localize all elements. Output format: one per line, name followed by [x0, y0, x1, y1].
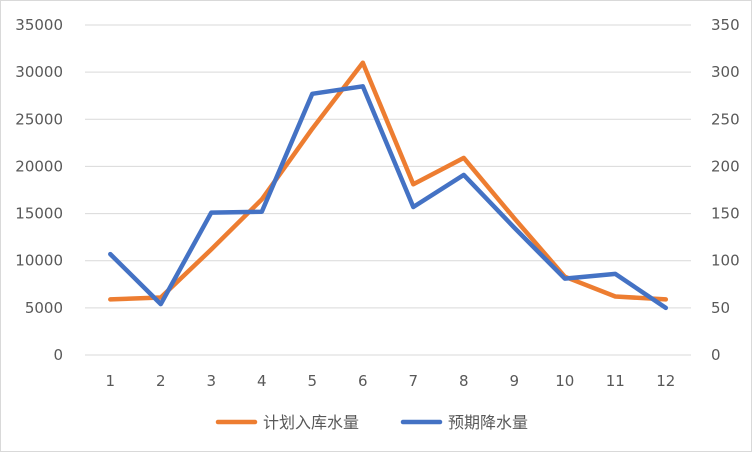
right-tick-label: 50: [711, 299, 730, 317]
x-tick-label: 12: [656, 372, 675, 390]
left-axis-ticks: 0 5000 10000 15000 20000 25000 30000 35000: [15, 16, 63, 364]
x-tick-label: 3: [206, 372, 216, 390]
right-tick-label: 100: [711, 252, 740, 270]
left-tick-label: 20000: [15, 157, 63, 175]
series-line-2: [108, 84, 669, 311]
x-tick-label: 9: [509, 372, 519, 390]
legend-label: 计划入库水量: [263, 413, 359, 432]
x-tick-label: 10: [555, 372, 574, 390]
x-tick-label: 1: [105, 372, 115, 390]
left-tick-label: 35000: [15, 16, 63, 34]
right-tick-label: 350: [711, 16, 740, 34]
series-line-1: [108, 60, 669, 302]
x-tick-label: 8: [459, 372, 469, 390]
right-tick-label: 250: [711, 110, 740, 128]
right-axis-ticks: 0 50 100 150 200 250 300 350: [711, 16, 740, 364]
left-tick-label: 0: [53, 346, 63, 364]
right-tick-label: 200: [711, 157, 740, 175]
right-tick-label: 300: [711, 63, 740, 81]
right-tick-label: 150: [711, 205, 740, 223]
x-tick-label: 7: [408, 372, 418, 390]
legend: 计划入库水量 预期降水量: [215, 413, 528, 432]
left-tick-label: 25000: [15, 110, 63, 128]
gridlines: [85, 24, 691, 356]
x-tick-label: 5: [307, 372, 317, 390]
x-tick-label: 4: [257, 372, 267, 390]
x-tick-label: 2: [156, 372, 166, 390]
left-tick-label: 5000: [25, 299, 63, 317]
left-tick-label: 10000: [15, 252, 63, 270]
right-tick-label: 0: [711, 346, 721, 364]
left-tick-label: 30000: [15, 63, 63, 81]
left-tick-label: 15000: [15, 205, 63, 223]
x-axis-ticks: 1 2 3 4 5 6 7 8 9 10 11 12: [105, 372, 675, 390]
x-tick-label: 6: [358, 372, 368, 390]
x-tick-label: 11: [606, 372, 625, 390]
series-lines: [108, 60, 669, 311]
legend-label: 预期降水量: [448, 413, 528, 432]
